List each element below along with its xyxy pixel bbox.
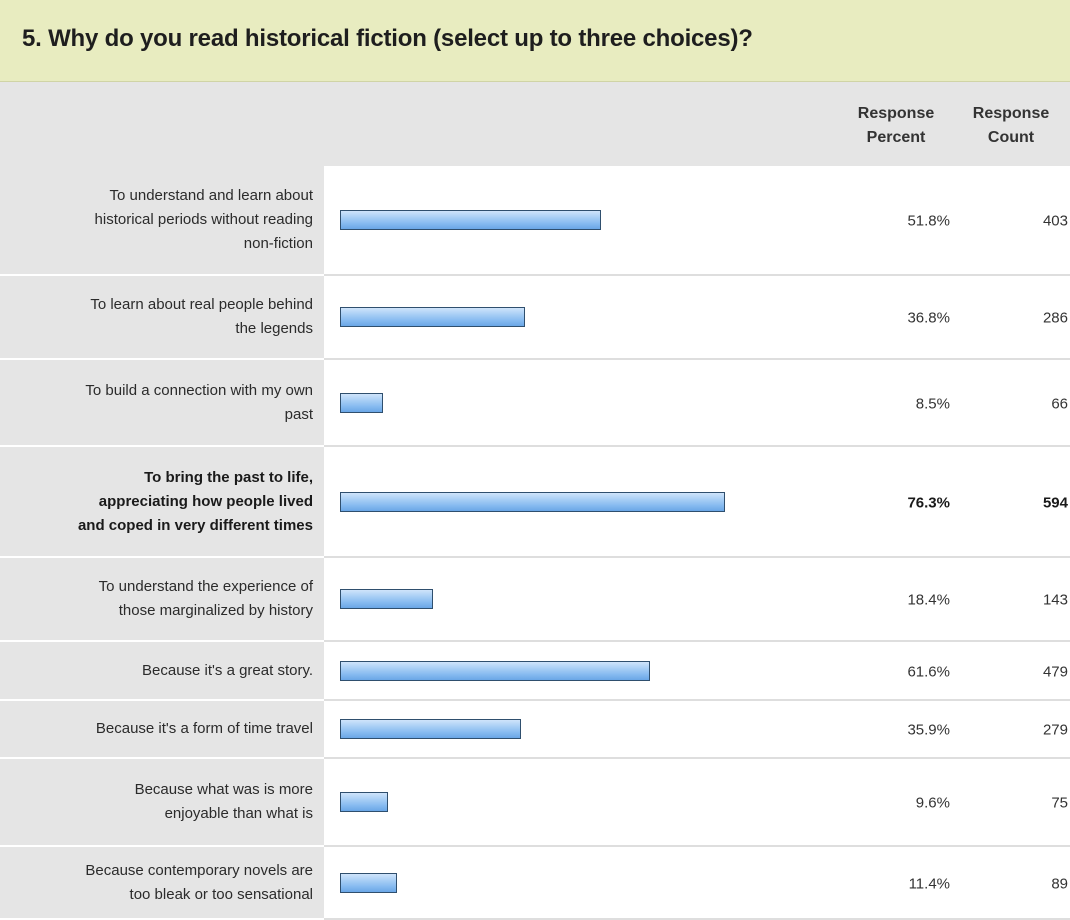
answer-row: Because contemporary novels are too bleak…: [0, 847, 1070, 920]
response-percent: 61.6%: [907, 663, 950, 680]
response-count: 75: [1051, 794, 1068, 812]
answer-label-line: To bring the past to life,: [144, 468, 313, 486]
response-percent: 51.8%: [907, 212, 950, 230]
answer-label-line: To understand the experience of: [98, 578, 313, 595]
answer-data-cell: [324, 360, 1070, 447]
answer-row: Because what was is more enjoyable than w…: [0, 759, 1070, 847]
answer-label-cell: To bring the past to life, appreciating h…: [0, 447, 324, 558]
answer-label-line: Because it's a great story.: [142, 661, 313, 679]
answer-row: To understand and learn about historical …: [0, 166, 1070, 276]
response-percent: 11.4%: [908, 875, 950, 892]
answer-label-cell: To learn about real people behind the leg…: [0, 276, 324, 360]
answer-label: Because what was is more enjoyable than w…: [3, 778, 313, 826]
answer-label-cell: To understand the experience of those mar…: [0, 558, 324, 642]
answer-label-cell: To understand and learn about historical …: [0, 166, 324, 276]
question-title-bar: 5. Why do you read historical fiction (s…: [0, 0, 1070, 82]
answer-label-line: past: [284, 405, 313, 423]
response-percent: 76.3%: [907, 494, 950, 511]
response-percent-header: Response Percent: [840, 102, 952, 150]
answer-data-cell: [324, 558, 1070, 642]
answer-label-line: To build a connection with my own: [85, 381, 313, 399]
response-bar: [340, 719, 521, 739]
answer-label-cell: To build a connection with my own past: [0, 360, 324, 447]
response-count: 279: [1042, 721, 1068, 739]
answer-row: To build a connection with my own past 8.5…: [0, 360, 1070, 447]
response-count: 479: [1042, 663, 1068, 680]
answer-row: Because it's a form of time travel 35.9% 2…: [0, 701, 1070, 759]
answer-label: To understand and learn about historical …: [3, 184, 313, 256]
answer-row: To understand the experience of those mar…: [0, 558, 1070, 642]
answer-label: Because it's a form of time travel: [3, 717, 313, 741]
response-percent: 36.8%: [907, 309, 950, 327]
answer-label-line: To understand and learn about: [109, 187, 314, 204]
answer-label-cell: Because what was is more enjoyable than w…: [0, 759, 324, 847]
response-count: 143: [1042, 591, 1068, 609]
answer-data-cell: [324, 701, 1070, 759]
response-percent: 8.5%: [915, 395, 950, 412]
response-bar: [340, 210, 601, 230]
response-bar: [340, 792, 388, 812]
response-count: 594: [1042, 494, 1068, 511]
answer-data-cell: [324, 276, 1070, 360]
response-percent-header-line2: Percent: [866, 129, 926, 146]
answer-label-cell: Because it's a form of time travel: [0, 701, 324, 759]
table-header-row: Response Percent Response Count: [0, 82, 1070, 166]
response-count-header: Response Count: [950, 102, 1070, 150]
answer-label: Because it's a great story.: [3, 659, 313, 683]
answer-row: To learn about real people behind the leg…: [0, 276, 1070, 360]
question-title: 5. Why do you read historical fiction (s…: [22, 25, 753, 52]
response-bar: [340, 491, 725, 512]
answer-label-cell: Because it's a great story.: [0, 642, 324, 701]
response-count: 66: [1051, 395, 1068, 412]
response-bar: [340, 660, 650, 681]
answer-label-line: Because it's a form of time travel: [95, 720, 313, 737]
response-bar: [340, 307, 525, 327]
response-percent: 35.9%: [907, 721, 950, 739]
answer-label-line: appreciating how people lived: [98, 492, 313, 510]
response-bar: [340, 872, 397, 893]
answer-label-line: To learn about real people behind: [90, 296, 313, 313]
response-bar: [340, 392, 383, 413]
response-count: 403: [1042, 212, 1068, 230]
answer-label: To bring the past to life, appreciating h…: [3, 466, 313, 538]
answer-label: Because contemporary novels are too bleak…: [3, 859, 313, 907]
response-count: 286: [1042, 309, 1068, 327]
response-percent-header-line1: Response: [857, 105, 935, 122]
answer-row: Because it's a great story. 61.6% 479: [0, 642, 1070, 701]
answer-data-cell: [324, 847, 1070, 920]
answer-data-cell: [324, 759, 1070, 847]
answer-data-cell: [324, 642, 1070, 701]
answer-label-line: non-fiction: [243, 235, 313, 252]
answer-label-line: historical periods without reading: [94, 211, 313, 228]
answer-data-cell: [324, 166, 1070, 276]
response-bar: [340, 589, 433, 609]
answer-label-cell: Because contemporary novels are too bleak…: [0, 847, 324, 920]
answer-label: To build a connection with my own past: [3, 379, 313, 427]
answer-data-cell: [324, 447, 1070, 558]
answer-row: To bring the past to life, appreciating h…: [0, 447, 1070, 558]
response-count-header-line2: Count: [987, 129, 1035, 146]
response-percent: 9.6%: [915, 794, 950, 812]
answer-label-line: the legends: [235, 320, 313, 337]
answer-label-line: enjoyable than what is: [164, 805, 313, 822]
response-count-header-line1: Response: [972, 105, 1050, 122]
response-count: 89: [1051, 875, 1068, 892]
answer-label-line: Because contemporary novels are: [85, 861, 313, 879]
answer-label-line: and coped in very different times: [77, 516, 313, 534]
answer-label-line: those marginalized by history: [118, 602, 313, 619]
answer-label: To learn about real people behind the leg…: [3, 293, 313, 341]
answer-label-line: Because what was is more: [134, 781, 313, 798]
answer-label: To understand the experience of those mar…: [3, 575, 313, 623]
answer-label-line: too bleak or too sensational: [129, 885, 313, 903]
response-percent: 18.4%: [907, 591, 950, 609]
